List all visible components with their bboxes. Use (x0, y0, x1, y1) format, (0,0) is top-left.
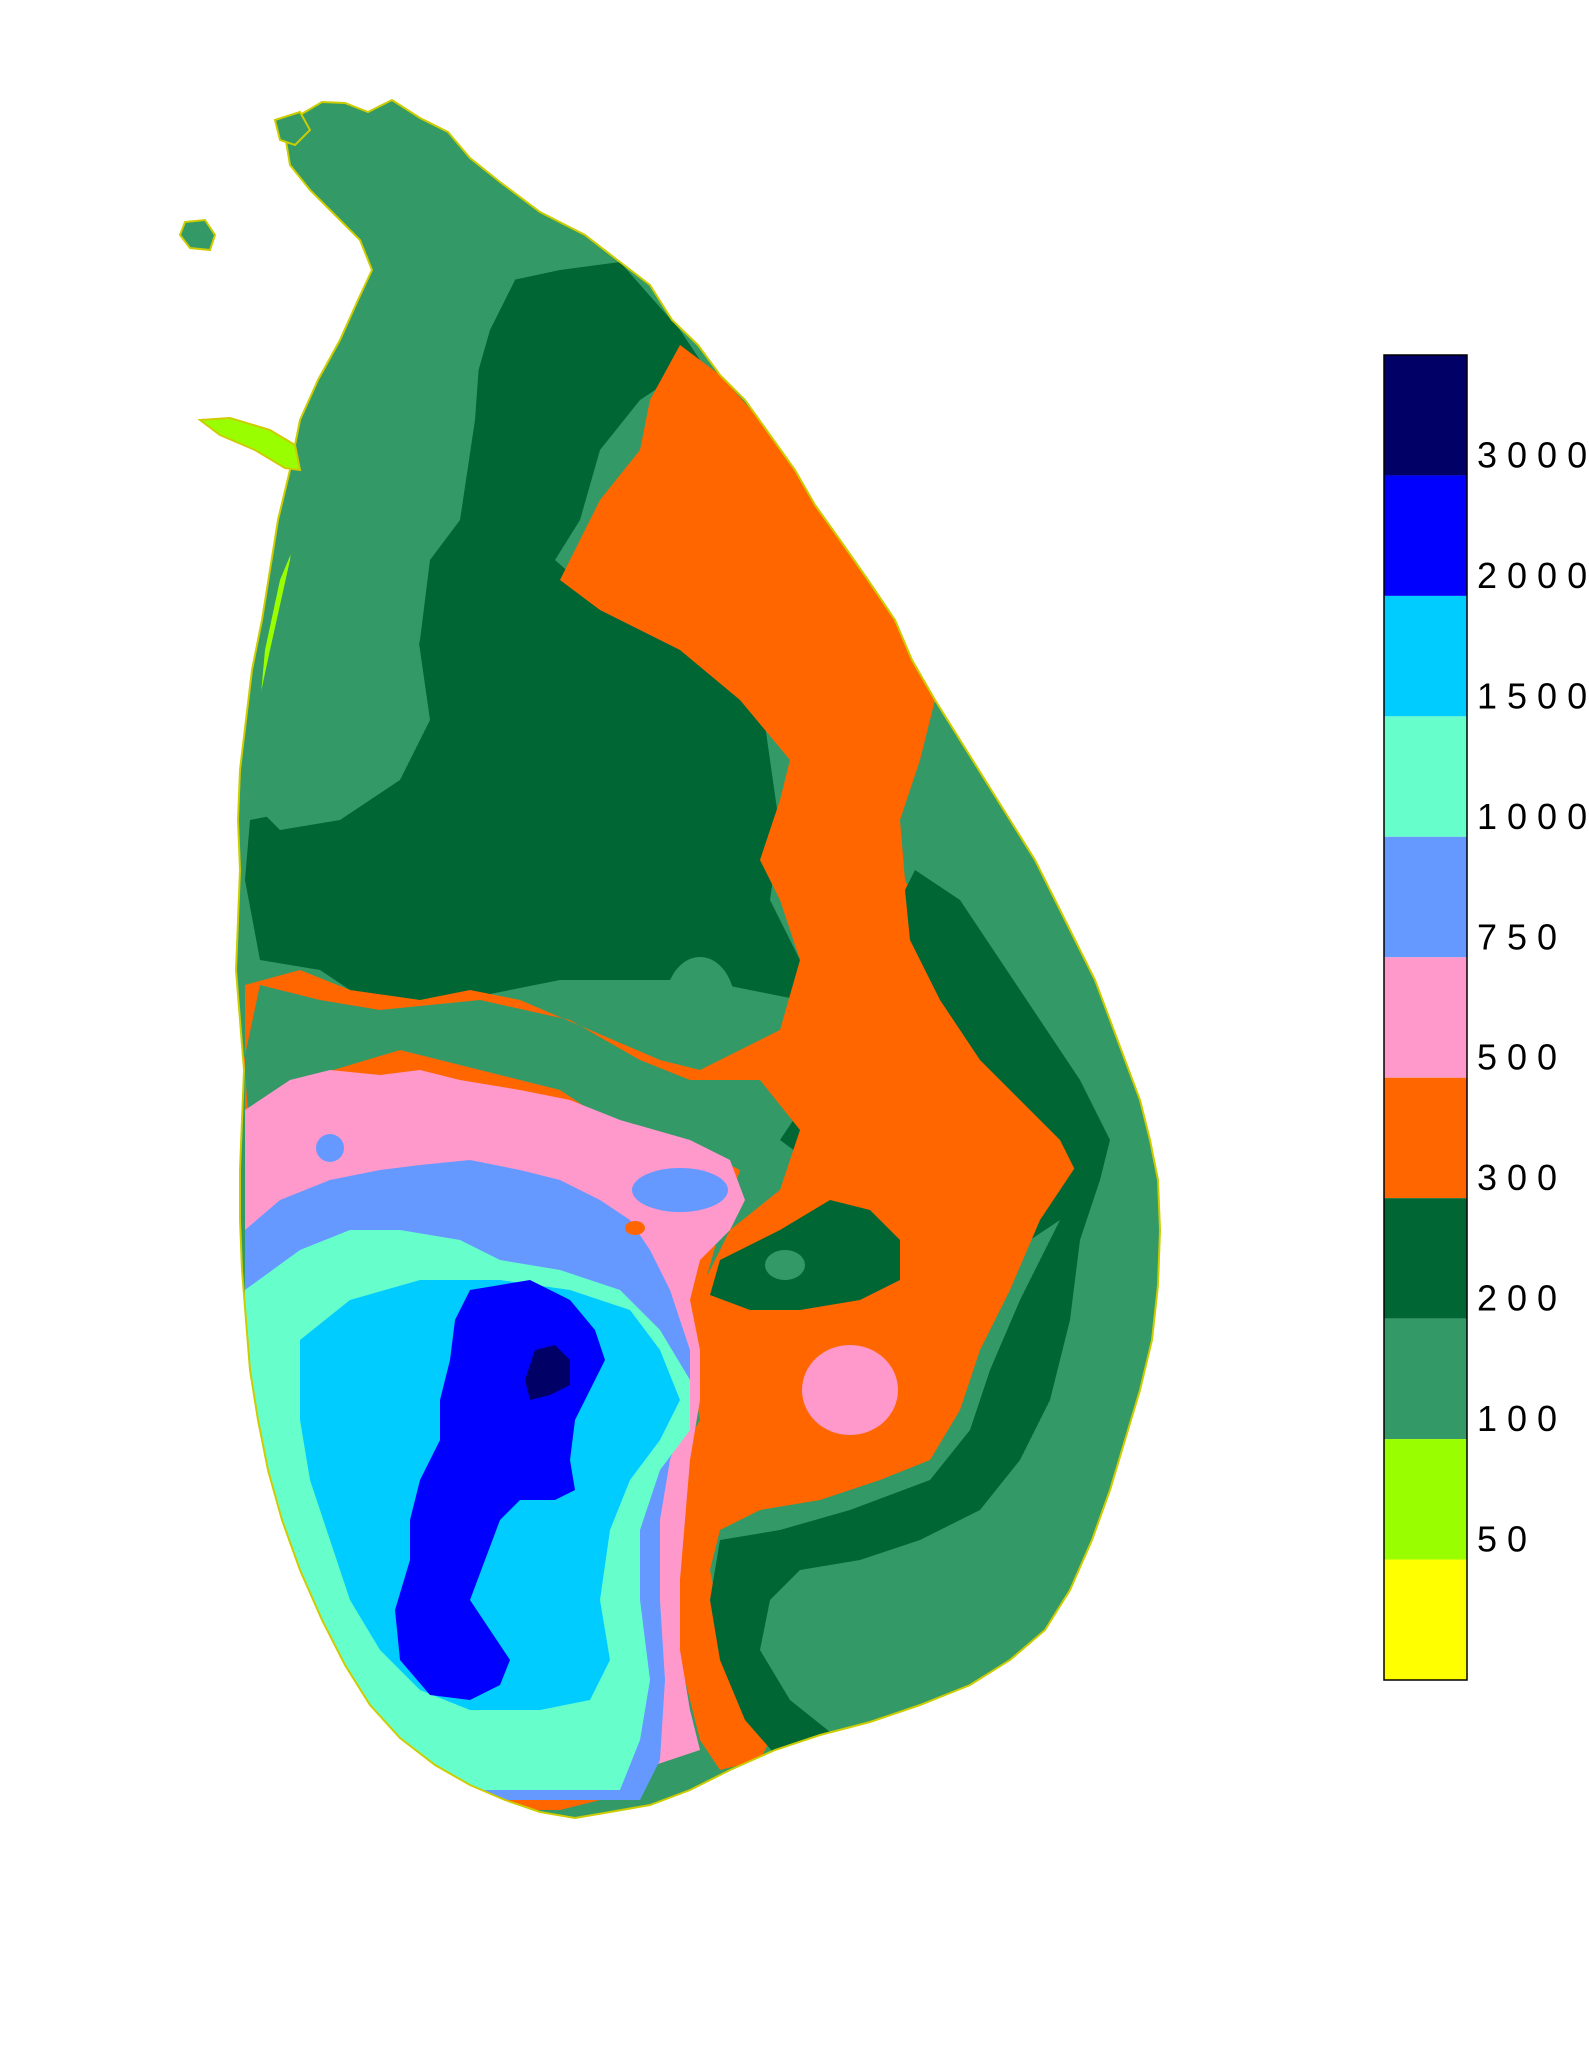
zone-300-east (710, 870, 1110, 1760)
color-legend: 3000 2000 1500 1000 750 500 300 200 100 50 (1383, 354, 1589, 1681)
legend-swatch (1384, 1559, 1467, 1680)
legend-swatch (1384, 475, 1467, 596)
legend-tick-label: 300 (1477, 1157, 1567, 1198)
legend-tick-label: 200 (1477, 1278, 1567, 1319)
legend-swatch (1384, 1077, 1467, 1199)
legend-swatch (1384, 1439, 1467, 1560)
legend-tick-label: 1000 (1477, 796, 1589, 837)
legend-tick-label: 2000 (1477, 555, 1589, 596)
legend-tick-label: 50 (1477, 1519, 1537, 1560)
islet-north-b (197, 416, 302, 472)
islet-north-c (273, 110, 312, 147)
islet-north-a (178, 218, 217, 252)
legend-tick-label: 500 (1477, 1037, 1567, 1078)
legend-tick-label: 3000 (1477, 434, 1589, 475)
zone-500-dot (625, 1221, 645, 1235)
coastline (234, 98, 1162, 1820)
zone-750-island (802, 1345, 898, 1435)
legend-swatch (1384, 1318, 1467, 1440)
legend-tick-label: 1500 (1477, 675, 1589, 716)
legend-tick-label: 100 (1477, 1398, 1567, 1439)
zone-200-northwest (250, 240, 520, 830)
zone-300-island (710, 1200, 900, 1310)
legend-swatch (1384, 1198, 1467, 1319)
zone-max (525, 1345, 570, 1400)
legend-swatch (1384, 355, 1467, 476)
offshore-islets (178, 110, 312, 472)
legend-swatch (1384, 716, 1467, 837)
legend-border (1383, 354, 1468, 1681)
zone-200-island-a (665, 957, 735, 1053)
legend-swatch (1384, 836, 1467, 958)
zone-1000-dot (316, 1134, 344, 1162)
zone-200-island-b (765, 1250, 805, 1280)
zone-1000-island (632, 1168, 728, 1212)
legend-swatch (1384, 595, 1467, 717)
legend-tick-label: 750 (1477, 916, 1567, 957)
legend-swatch (1384, 957, 1467, 1078)
